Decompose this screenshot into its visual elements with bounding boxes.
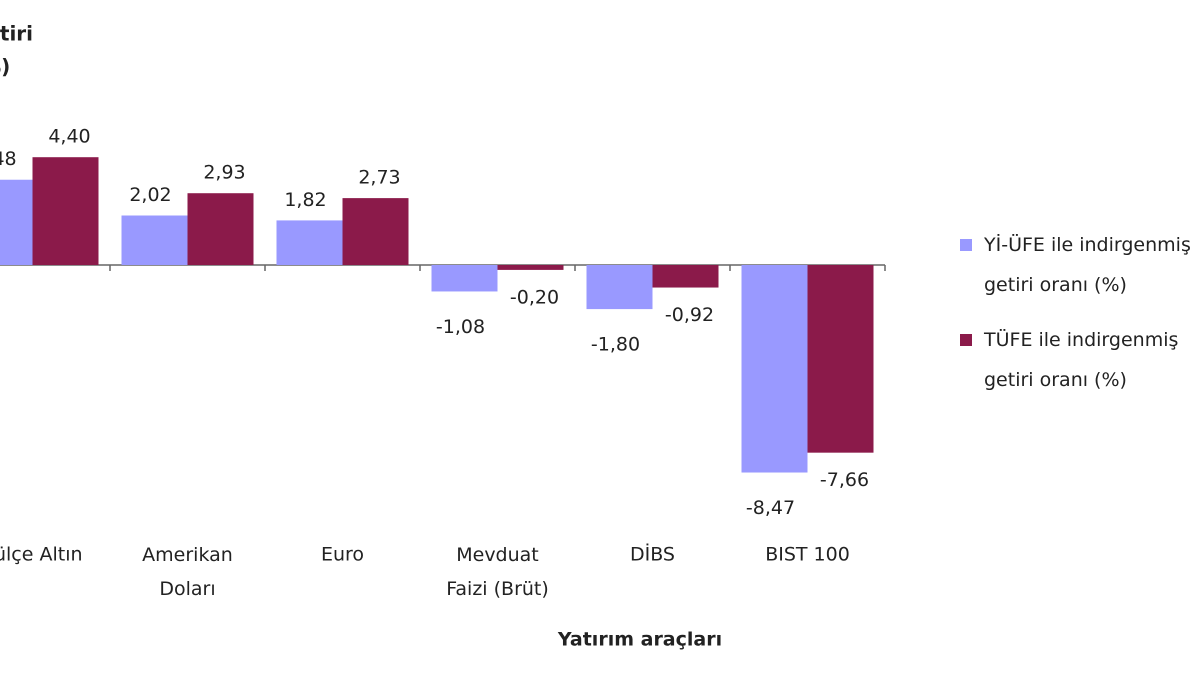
data-label: 2,93 — [203, 162, 245, 184]
legend-label: TÜFE ile indirgenmiş getiri oranı (%) — [983, 328, 1178, 391]
bar — [187, 193, 254, 265]
data-label: 2,73 — [358, 167, 400, 189]
bar — [497, 265, 564, 270]
x-tick-label: Euro — [321, 544, 364, 566]
bar — [652, 265, 719, 288]
y-axis-label: (%) — [0, 55, 10, 79]
x-tick-label: DİBS — [630, 543, 675, 566]
x-axis-label: Yatırım araçları — [557, 629, 722, 651]
legend-swatch — [960, 334, 972, 346]
y-axis-label: getiri — [0, 22, 33, 46]
data-label: -0,92 — [665, 304, 714, 326]
bar — [431, 265, 498, 292]
bar — [741, 265, 808, 473]
bar — [276, 220, 343, 265]
legend-swatch — [960, 239, 972, 251]
data-label: 1,82 — [284, 189, 326, 211]
x-tick-label: BIST 100 — [765, 544, 850, 566]
data-label: -1,80 — [591, 334, 640, 356]
bar — [121, 215, 188, 265]
data-label: 2,02 — [129, 184, 171, 206]
bar — [807, 265, 874, 453]
legend-label: Yİ-ÜFE ile indirgenmiş getiri oranı (%) — [983, 233, 1191, 296]
x-tick-label: Külçe Altın — [0, 544, 83, 566]
data-label: 3,48 — [0, 148, 17, 170]
x-tick-label: Amerikan Doları — [142, 544, 233, 600]
x-tick-label: Mevduat Faizi (Brüt) — [446, 544, 549, 600]
bar — [0, 179, 33, 265]
data-label: -0,20 — [510, 286, 559, 308]
bar — [342, 198, 409, 265]
data-label: -7,66 — [820, 469, 869, 491]
data-label: -1,08 — [436, 316, 485, 338]
data-label: 4,40 — [48, 126, 90, 148]
bar — [32, 157, 99, 265]
data-label: -8,47 — [746, 497, 795, 519]
bar — [586, 265, 653, 310]
